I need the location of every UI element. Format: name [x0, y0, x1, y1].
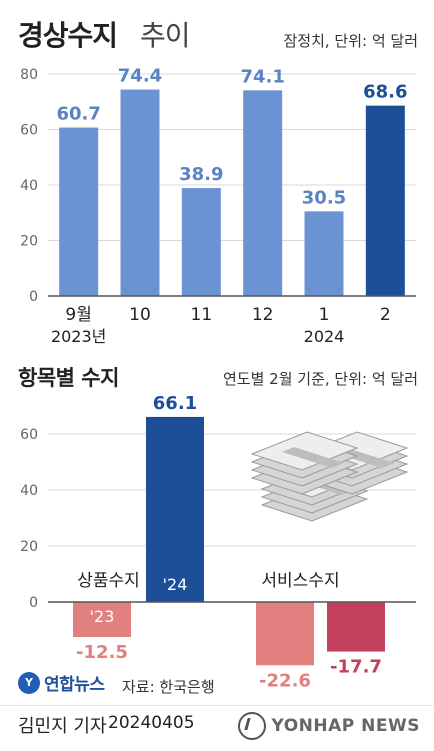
y-tick-label: 0 — [29, 595, 38, 611]
yonhap-brand: YONHAP NEWS — [237, 712, 420, 740]
year-label: '23 — [90, 607, 115, 626]
y-tick-label: 60 — [20, 427, 38, 443]
chart-title: 경상수지 — [18, 19, 118, 52]
data-label: 60.7 — [56, 104, 100, 125]
data-label: 66.1 — [153, 393, 197, 414]
byline-date: 20240405 — [108, 713, 195, 733]
y-tick-label: 20 — [20, 539, 38, 555]
group-label: 서비스수지 — [261, 571, 339, 591]
yonhap-logo: Y 연합뉴스 — [18, 670, 105, 695]
year-label: 2023년 — [51, 327, 106, 346]
bar — [365, 105, 405, 296]
chart-subtitle: 추이 — [140, 19, 191, 52]
bar — [146, 416, 204, 602]
year-label: '24 — [163, 575, 188, 594]
bar — [256, 602, 314, 666]
x-tick-label: 9월 — [65, 305, 91, 325]
data-label: 30.5 — [302, 187, 346, 208]
group-label: 상품수지 — [77, 571, 140, 591]
source-note: 자료: 한국은행 — [122, 678, 215, 696]
y-tick-label: 0 — [29, 289, 38, 305]
x-tick-label: 12 — [252, 305, 274, 325]
bar — [327, 602, 385, 652]
data-label: -17.7 — [330, 657, 382, 678]
bar — [304, 211, 344, 296]
yonhap-logo-icon: Y — [18, 671, 40, 694]
bar — [120, 89, 160, 296]
bar — [181, 188, 221, 296]
yonhap-brand-text: YONHAP NEWS — [271, 716, 420, 736]
x-tick-label: 2 — [380, 305, 391, 325]
y-tick-label: 40 — [20, 483, 38, 499]
y-tick-label: 20 — [20, 234, 38, 250]
data-label: 38.9 — [179, 164, 223, 185]
section-title: 항목별 수지 — [18, 366, 119, 390]
byline: 김민지 기자 — [18, 716, 107, 737]
data-label: -22.6 — [259, 670, 311, 691]
data-label: 68.6 — [363, 82, 407, 103]
year-label: 2024 — [304, 327, 345, 346]
x-tick-label: 1 — [319, 305, 330, 325]
yonhap-brand-icon — [237, 712, 266, 740]
y-tick-label: 40 — [20, 178, 38, 194]
bar — [73, 602, 131, 637]
charts-canvas: 02040608060.79월2023년74.41038.91174.11230… — [20, 66, 416, 691]
data-label: 74.4 — [118, 66, 162, 87]
x-tick-label: 10 — [129, 305, 151, 325]
unit-note: 잠정치, 단위: 억 달러 — [283, 32, 418, 50]
data-label: 74.1 — [240, 66, 284, 87]
y-tick-label: 80 — [20, 67, 38, 83]
footer — [0, 705, 434, 751]
x-tick-label: 11 — [191, 305, 213, 325]
bar — [243, 90, 283, 296]
section-unit-note: 연도별 2월 기준, 단위: 억 달러 — [222, 370, 418, 388]
bar — [59, 127, 99, 297]
data-label: -12.5 — [76, 642, 128, 663]
money-band-icon — [282, 447, 344, 468]
y-tick-label: 60 — [20, 123, 38, 139]
yonhap-logo-text: 연합뉴스 — [44, 675, 105, 695]
